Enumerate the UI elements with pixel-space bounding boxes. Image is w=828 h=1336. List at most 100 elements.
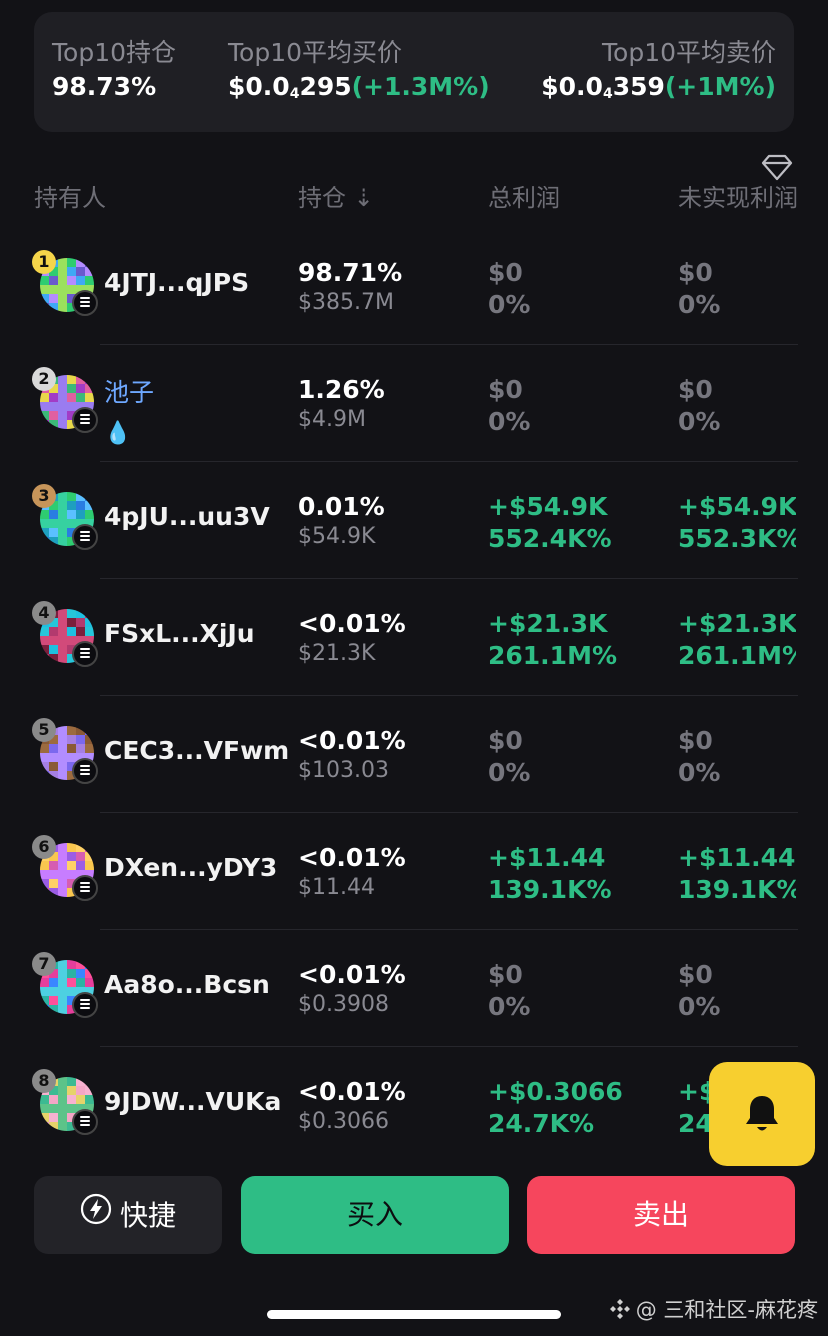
holding-cell: <0.01% $21.3K bbox=[298, 609, 406, 669]
top10-avg-sell-stat: Top10平均卖价 $0.04359(+1M%) bbox=[541, 38, 776, 109]
holder-row[interactable]: 1 4JTJ...qJPS 98.71% $385.7M $0 0% $0 0% bbox=[0, 228, 828, 345]
holding-cell: <0.01% $11.44 bbox=[298, 843, 406, 903]
total-pnl-amount: $0 bbox=[488, 726, 523, 755]
holding-value: $385.7M bbox=[298, 290, 394, 315]
total-pnl-amount: +$21.3K bbox=[488, 609, 608, 638]
holding-value: $4.9M bbox=[298, 407, 366, 432]
holder-row[interactable]: 3 4pJU...uu3V 0.01% $54.9K +$54.9K 552.4K% +$5… bbox=[0, 462, 828, 579]
holding-percent: <0.01% bbox=[298, 960, 406, 989]
buy-button[interactable]: 买入 bbox=[241, 1176, 509, 1254]
rank-badge: 4 bbox=[32, 601, 56, 625]
solana-icon bbox=[72, 290, 98, 316]
rank-badge: 8 bbox=[32, 1069, 56, 1093]
holding-cell: <0.01% $0.3066 bbox=[298, 1077, 406, 1137]
holding-value: $103.03 bbox=[298, 758, 389, 783]
holder-row[interactable]: 5 CEC3...VFwm <0.01% $103.03 $0 0% $0 0% bbox=[0, 696, 828, 813]
unrealized-pnl-percent: 261.1M% bbox=[678, 641, 796, 670]
unrealized-pnl-cell: $0 0% bbox=[678, 375, 796, 439]
unrealized-pnl-amount: $0 bbox=[678, 375, 713, 404]
total-pnl-amount: $0 bbox=[488, 258, 523, 287]
unrealized-pnl-amount: +$54.9K bbox=[678, 492, 796, 521]
unrealized-pnl-percent: 139.1K% bbox=[678, 875, 796, 904]
holder-address[interactable]: 9JDW...VUKa bbox=[104, 1087, 282, 1116]
holder-row[interactable]: 7 Aa8o...Bcsn <0.01% $0.3908 $0 0% $0 0% bbox=[0, 930, 828, 1047]
total-pnl-cell: $0 0% bbox=[488, 726, 530, 790]
bell-icon bbox=[746, 1096, 778, 1131]
holder-avatar[interactable]: 6 bbox=[32, 835, 98, 901]
total-pnl-percent: 0% bbox=[488, 992, 531, 1021]
holder-avatar[interactable]: 2 bbox=[32, 367, 98, 433]
quick-trade-label: 快捷 bbox=[119, 1199, 176, 1232]
sell-button[interactable]: 卖出 bbox=[527, 1176, 795, 1254]
holder-avatar[interactable]: 4 bbox=[32, 601, 98, 667]
top10-avg-sell-value: $0.04359(+1M%) bbox=[541, 72, 776, 102]
holder-address[interactable]: CEC3...VFwm bbox=[104, 736, 290, 765]
holder-avatar[interactable]: 8 bbox=[32, 1069, 98, 1135]
row-divider bbox=[100, 812, 798, 813]
total-pnl-cell: $0 0% bbox=[488, 375, 530, 439]
holder-row[interactable]: 8 9JDW...VUKa <0.01% $0.3066 +$0.3066 24.7K%+… bbox=[0, 1047, 828, 1162]
holding-percent: 1.26% bbox=[298, 375, 385, 404]
holder-address[interactable]: Aa8o...Bcsn bbox=[104, 970, 270, 999]
total-pnl-percent: 0% bbox=[488, 290, 531, 319]
total-pnl-percent: 139.1K% bbox=[488, 875, 612, 904]
row-divider bbox=[100, 461, 798, 462]
row-divider bbox=[100, 1046, 798, 1047]
unrealized-pnl-amount: +$11.44 bbox=[678, 843, 796, 872]
header-holding-sort[interactable]: 持仓 ⇣ bbox=[298, 186, 374, 212]
solana-icon bbox=[72, 992, 98, 1018]
unrealized-pnl-percent: 0% bbox=[678, 758, 721, 787]
row-divider bbox=[100, 344, 798, 345]
unrealized-pnl-cell: $0 0% bbox=[678, 726, 796, 790]
price-alert-button[interactable] bbox=[709, 1062, 815, 1166]
holding-cell: <0.01% $0.3908 bbox=[298, 960, 406, 1020]
holder-avatar[interactable]: 5 bbox=[32, 718, 98, 784]
holding-cell: 1.26% $4.9M bbox=[298, 375, 385, 435]
top10-holding-label: Top10持仓 bbox=[52, 38, 176, 67]
total-pnl-percent: 0% bbox=[488, 758, 531, 787]
unrealized-pnl-cell: $0 0% bbox=[678, 258, 796, 322]
top10-stats-card: Top10持仓 98.73% Top10平均买价 $0.04295(+1.3M%… bbox=[34, 12, 794, 132]
total-pnl-cell: $0 0% bbox=[488, 960, 530, 1024]
binance-logo bbox=[608, 1297, 632, 1326]
holder-row[interactable]: 4 FSxL...XjJu <0.01% $21.3K +$21.3K 261.1M% +$… bbox=[0, 579, 828, 696]
unrealized-pnl-percent: 0% bbox=[678, 992, 721, 1021]
holding-percent: <0.01% bbox=[298, 726, 406, 755]
holder-address[interactable]: 池子 bbox=[104, 378, 155, 407]
total-pnl-amount: +$54.9K bbox=[488, 492, 608, 521]
row-divider bbox=[100, 695, 798, 696]
watermark: @ 三和社区-麻花疼 bbox=[608, 1294, 818, 1326]
header-total-pnl[interactable]: 总利润 bbox=[488, 186, 560, 212]
holder-address[interactable]: 4JTJ...qJPS bbox=[104, 268, 250, 297]
unrealized-pnl-cell: +$11.44 139.1K% bbox=[678, 843, 796, 907]
rank-badge: 6 bbox=[32, 835, 56, 859]
liquidity-pool-icon: 💧 bbox=[104, 421, 132, 446]
holding-percent: 98.71% bbox=[298, 258, 403, 287]
holding-cell: 0.01% $54.9K bbox=[298, 492, 385, 552]
rank-badge: 2 bbox=[32, 367, 56, 391]
unrealized-pnl-percent: 0% bbox=[678, 407, 721, 436]
header-unrealized-pnl[interactable]: 未实现利润 bbox=[678, 186, 798, 212]
total-pnl-amount: $0 bbox=[488, 960, 523, 989]
holder-avatar[interactable]: 7 bbox=[32, 952, 98, 1018]
holder-address[interactable]: 4pJU...uu3V bbox=[104, 502, 270, 531]
holder-address[interactable]: FSxL...XjJu bbox=[104, 619, 255, 648]
total-pnl-percent: 261.1M% bbox=[488, 641, 618, 670]
top10-holding-stat: Top10持仓 98.73% bbox=[52, 38, 176, 102]
holding-value: $21.3K bbox=[298, 641, 376, 666]
solana-icon bbox=[72, 1109, 98, 1135]
quick-trade-button[interactable]: 快捷 bbox=[34, 1176, 222, 1254]
holder-avatar[interactable]: 3 bbox=[32, 484, 98, 550]
holder-avatar[interactable]: 1 bbox=[32, 250, 98, 316]
solana-icon bbox=[72, 641, 98, 667]
total-pnl-percent: 0% bbox=[488, 407, 531, 436]
top10-avg-buy-change: (+1.3M%) bbox=[351, 72, 490, 101]
holder-address[interactable]: DXen...yDY3 bbox=[104, 853, 278, 882]
solana-icon bbox=[72, 875, 98, 901]
rank-badge: 5 bbox=[32, 718, 56, 742]
diamond-icon[interactable] bbox=[760, 150, 794, 184]
unrealized-pnl-cell: +$54.9K 552.3K% bbox=[678, 492, 796, 556]
holder-row[interactable]: 6 DXen...yDY3 <0.01% $11.44 +$11.44 139.1K% +$… bbox=[0, 813, 828, 930]
holder-row[interactable]: 2 池子 💧 1.26% $4.9M $0 0% $0 0% bbox=[0, 345, 828, 462]
header-holder[interactable]: 持有人 bbox=[34, 186, 106, 212]
